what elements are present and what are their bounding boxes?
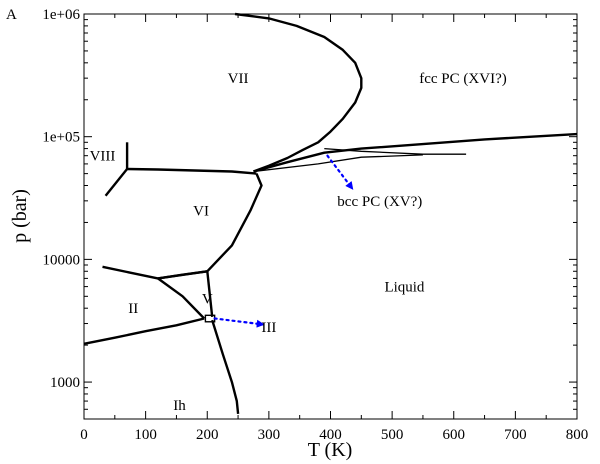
y-axis-title: p (bar) — [9, 189, 31, 243]
phase-boundary-line — [104, 168, 129, 197]
y-tick-label: 10000 — [43, 252, 81, 268]
y-tick-label: 1e+05 — [42, 130, 80, 146]
phase-region-label: II — [128, 301, 138, 317]
phase-boundary-line — [253, 132, 578, 173]
x-axis: 0 100 200 300 400 500 600 700 800 — [80, 14, 588, 443]
phase-boundary-line — [234, 12, 363, 173]
phase-region-label: bcc PC (XV?) — [337, 194, 422, 210]
x-tick-label: 700 — [504, 427, 527, 443]
x-tick-label: 800 — [566, 427, 589, 443]
x-tick-label: 600 — [443, 427, 466, 443]
x-tick-label: 500 — [381, 427, 404, 443]
phase-region-label: VIII — [90, 149, 116, 165]
phase-boundary-line — [157, 277, 206, 320]
y-tick-label: 1e+06 — [42, 7, 80, 23]
y-tick-label: 1000 — [50, 375, 80, 391]
x-tick-label: 0 — [80, 427, 88, 443]
panel-label: A — [6, 7, 17, 23]
phase-region-label: VII — [228, 71, 249, 87]
phase-boundary-line — [324, 147, 467, 155]
transition-arrows — [213, 154, 354, 328]
phase-region-label: VI — [193, 204, 209, 220]
phase-boundary-line — [157, 270, 208, 280]
phase-boundary-line — [211, 319, 240, 415]
transition-arrow — [326, 154, 354, 190]
y-axis: 1000 10000 1e+05 1e+06 — [42, 7, 577, 420]
phase-region-label: Liquid — [384, 280, 424, 296]
x-tick-label: 200 — [196, 427, 219, 443]
phase-boundaries — [83, 12, 578, 415]
phase-region-label: fcc PC (XVI?) — [419, 71, 506, 87]
phase-region-label: V — [202, 291, 213, 307]
x-tick-label: 300 — [258, 427, 281, 443]
x-axis-title: T (K) — [308, 439, 353, 461]
x-tick-label: 400 — [319, 427, 342, 443]
phase-region-label: III — [261, 320, 276, 336]
transition-arrow — [213, 317, 265, 328]
phase-boundary-line — [127, 167, 257, 175]
phase-region-label: Ih — [173, 398, 186, 414]
x-tick-label: 100 — [134, 427, 157, 443]
phase-boundary-line — [83, 317, 205, 345]
phase-boundary-line — [206, 173, 263, 273]
phase-boundary-line — [253, 154, 423, 173]
phase-boundary-line — [206, 271, 214, 318]
